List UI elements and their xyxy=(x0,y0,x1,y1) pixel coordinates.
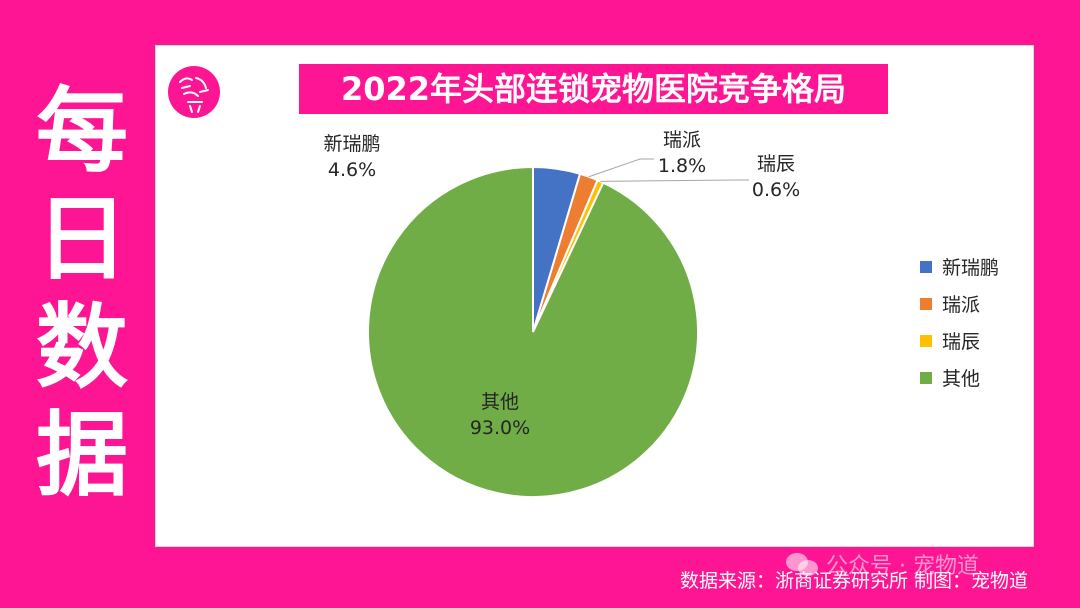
slice-value-label-1: 4.6% xyxy=(328,159,376,181)
slice-value-label-3: 0.6% xyxy=(752,179,800,201)
slice-label-2: 瑞派 xyxy=(663,129,701,151)
legend-label-1: 新瑞鹏 xyxy=(942,257,999,279)
leader-lines xyxy=(588,158,749,182)
chart-title: 2022年头部连锁宠物医院竞争格局 xyxy=(299,64,888,114)
slice-label-3: 瑞辰 xyxy=(757,153,795,175)
pie-slice-4 xyxy=(367,165,699,498)
side-title-char: 日 xyxy=(35,186,128,293)
legend-swatch-4 xyxy=(920,372,932,384)
slice-label-4: 其他 xyxy=(481,391,519,413)
side-title: 每 日 数 据 xyxy=(22,78,142,510)
watermark-text: 公众号 · 宠物道 xyxy=(826,554,979,579)
slice-value-label-2: 1.8% xyxy=(658,155,706,177)
legend-label-2: 瑞派 xyxy=(942,294,980,316)
side-title-char: 据 xyxy=(35,402,128,509)
wechat-icon xyxy=(786,551,820,577)
pie-slices xyxy=(367,165,699,498)
leader-line-3 xyxy=(600,179,749,182)
watermark: 公众号 · 宠物道 xyxy=(786,548,979,580)
legend-label-4: 其他 xyxy=(942,368,980,390)
legend-swatch-1 xyxy=(920,261,932,273)
brand-logo xyxy=(162,60,226,124)
side-title-char: 每 xyxy=(35,78,128,185)
leader-line-2 xyxy=(588,158,654,178)
brand-logo-mark xyxy=(168,66,220,118)
side-title-char: 数 xyxy=(35,294,128,401)
source-text: 数据来源：浙商证券研究所 制图：宠物道 xyxy=(679,570,1028,592)
legend-label-3: 瑞辰 xyxy=(942,331,980,353)
legend-swatch-2 xyxy=(920,298,932,310)
data-labels: 新瑞鹏 4.6% 瑞派 1.8% 瑞辰 0.6% 其他 93.0% xyxy=(323,129,800,439)
slice-value-label-4: 93.0% xyxy=(470,417,530,439)
brand-logo-glyph xyxy=(179,77,209,113)
legend-swatch-3 xyxy=(920,335,932,347)
slice-label-1: 新瑞鹏 xyxy=(323,133,380,155)
